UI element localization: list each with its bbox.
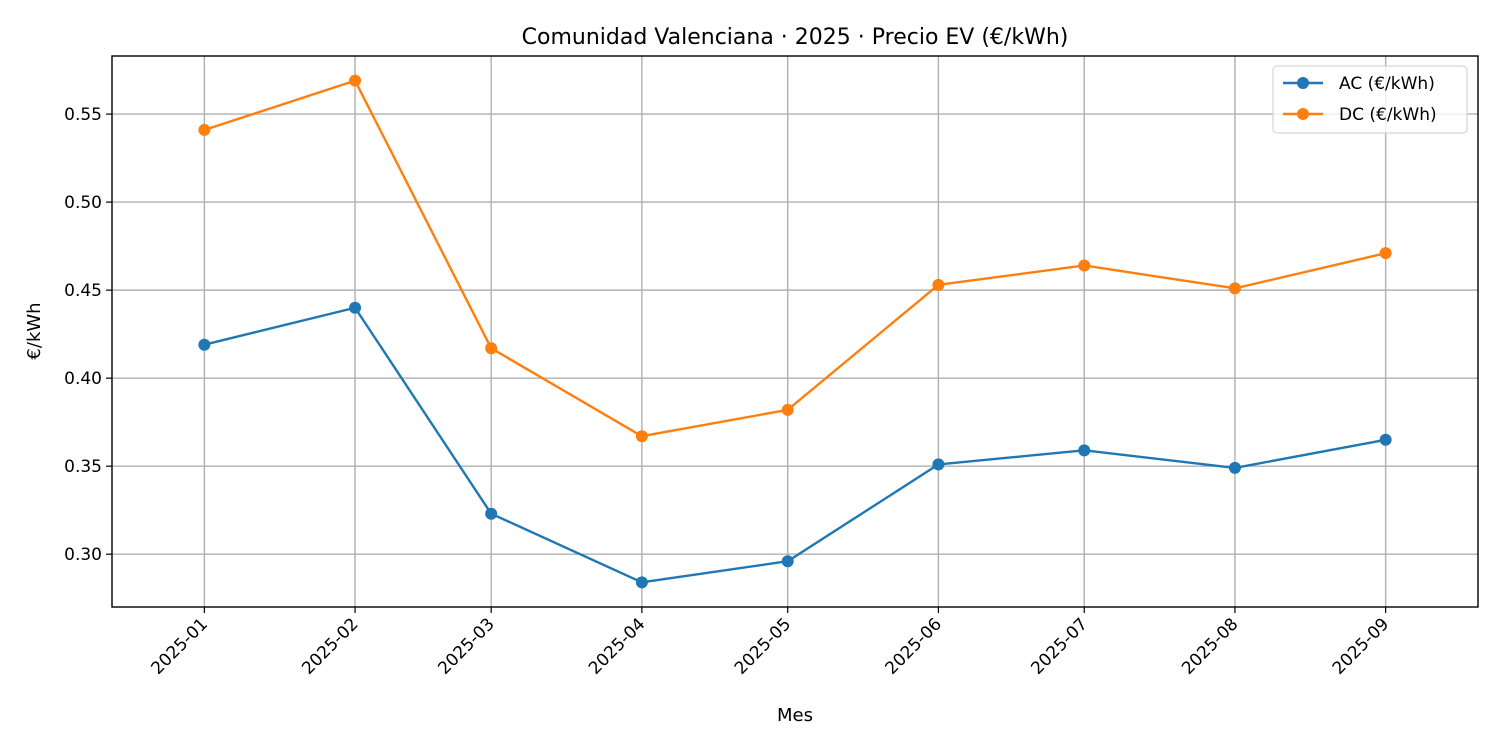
legend-label-dc: DC (€/kWh): [1339, 105, 1437, 125]
legend: AC (€/kWh) DC (€/kWh): [1272, 65, 1468, 134]
y-tick-label: 0.55: [64, 105, 102, 125]
x-tick-label: 2025-02: [298, 614, 362, 678]
x-tick-label: 2025-07: [1027, 614, 1091, 678]
legend-label-ac: AC (€/kWh): [1339, 74, 1435, 94]
data-point-ac: [349, 301, 362, 314]
data-point-ac: [635, 576, 648, 589]
series-line-dc: [203, 79, 1386, 438]
series-markers: [198, 74, 1392, 589]
x-tick-label: 2025-05: [731, 614, 795, 678]
legend-marker-dc: [1297, 108, 1309, 120]
data-point-dc: [932, 278, 945, 291]
plot-frame: [111, 55, 1479, 608]
data-point-ac: [932, 458, 945, 471]
data-point-dc: [1379, 247, 1392, 260]
y-tick-label: 0.35: [64, 457, 102, 477]
data-point-dc: [198, 123, 211, 136]
legend-marker-ac: [1297, 77, 1309, 89]
x-tick-label: 2025-01: [148, 614, 212, 678]
y-tick-label: 0.30: [64, 545, 102, 565]
data-point-ac: [1078, 444, 1091, 457]
y-axis-ticks: 0.30 0.35 0.40 0.45 0.50 0.55: [64, 105, 112, 565]
x-axis-label: Mes: [777, 705, 813, 726]
data-point-dc: [349, 74, 362, 87]
y-tick-label: 0.50: [64, 193, 102, 213]
y-tick-label: 0.45: [64, 281, 102, 301]
data-point-ac: [1228, 461, 1241, 474]
data-point-ac: [198, 338, 211, 351]
x-axis-ticks: 2025-01 2025-02 2025-03 2025-04 2025-05 2025-…: [148, 607, 1393, 679]
series-lines: [203, 79, 1386, 584]
data-point-dc: [781, 403, 794, 416]
data-point-dc: [485, 342, 498, 355]
data-point-dc: [1078, 259, 1091, 272]
x-tick-label: 2025-09: [1329, 614, 1393, 678]
data-point-ac: [781, 555, 794, 568]
x-tick-label: 2025-06: [882, 614, 946, 678]
data-point-dc: [635, 430, 648, 443]
y-tick-label: 0.40: [64, 369, 102, 389]
data-point-dc: [1228, 282, 1241, 295]
chart-title: Comunidad Valenciana · 2025 · Precio EV …: [522, 25, 1069, 50]
data-point-ac: [485, 507, 498, 520]
x-tick-label: 2025-04: [585, 614, 649, 678]
y-axis-label: €/kWh: [24, 302, 45, 359]
x-tick-label: 2025-03: [434, 614, 498, 678]
x-tick-label: 2025-08: [1178, 614, 1242, 678]
grid-lines: [112, 56, 1478, 607]
series-line-ac: [204, 306, 1386, 584]
data-point-ac: [1379, 433, 1392, 446]
